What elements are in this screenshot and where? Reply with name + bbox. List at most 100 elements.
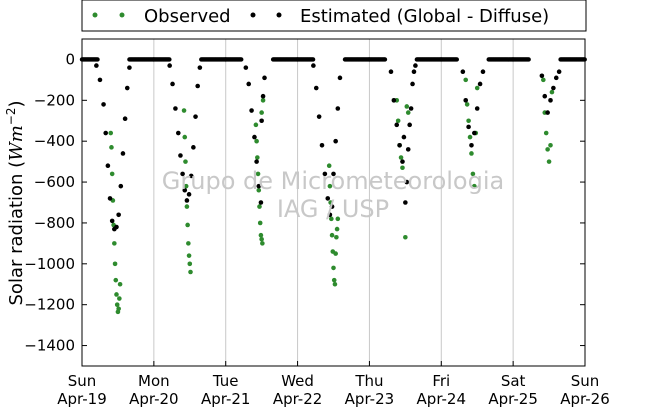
watermark: Grupo de Micrometeorologia IAG / USP [162, 167, 504, 223]
data-point-estimated [262, 75, 267, 81]
data-point-observed [395, 118, 401, 124]
data-point-observed [331, 265, 336, 271]
data-point-estimated [542, 93, 548, 99]
data-point-estimated [243, 65, 249, 70]
x-tick-label-day: Wed [281, 372, 314, 390]
data-point-estimated [252, 134, 257, 140]
data-point-estimated [391, 98, 397, 103]
data-point-estimated [405, 147, 411, 152]
data-point-observed [403, 234, 408, 240]
y-tick-label: −1000 [24, 255, 75, 273]
data-point-observed [549, 89, 555, 95]
legend: Observed Estimated (Global - Diffuse) [81, 0, 587, 32]
data-point-estimated [408, 106, 414, 111]
x-tick-label-day: Sun [68, 372, 97, 390]
data-point-estimated [167, 63, 172, 68]
data-point-estimated [400, 159, 405, 164]
data-point-observed [257, 220, 263, 226]
data-point-observed [114, 302, 120, 307]
data-point-estimated [337, 75, 343, 81]
data-point-estimated [404, 179, 410, 185]
data-point-observed [258, 232, 264, 238]
data-point-estimated [469, 142, 474, 148]
data-point-estimated [182, 187, 188, 193]
data-point-estimated [256, 183, 262, 189]
data-point-estimated [329, 204, 335, 209]
data-point-estimated [335, 106, 341, 111]
data-point-estimated [311, 63, 316, 68]
data-point-estimated [114, 224, 119, 230]
data-point-observed [255, 155, 260, 160]
y-tick-label: −400 [34, 132, 75, 150]
x-tick-label-date: Apr-20 [129, 390, 179, 408]
data-point-estimated [551, 85, 556, 91]
data-point-estimated [97, 77, 103, 83]
data-point-estimated [413, 63, 418, 68]
data-point-estimated [480, 69, 486, 74]
data-point-observed [329, 216, 334, 222]
data-point-estimated [180, 171, 185, 177]
data-point-observed [184, 204, 190, 209]
x-tick-label-date: Apr-24 [417, 390, 467, 408]
data-point-estimated [460, 69, 466, 74]
legend-observed-label: Observed [144, 6, 231, 27]
data-point-observed [260, 98, 266, 103]
data-point-observed [186, 241, 191, 246]
x-tick-label-date: Apr-26 [560, 390, 610, 408]
data-point-observed [181, 108, 187, 113]
y-tick-label: −200 [34, 91, 75, 109]
data-point-observed [332, 281, 338, 287]
data-point-estimated [109, 218, 115, 224]
data-point-estimated [388, 69, 394, 74]
data-point-estimated [170, 81, 175, 87]
y-tick-label: 0 [65, 50, 75, 68]
y-axis-label: Solar radiation (Wm−2) [4, 100, 27, 305]
data-points [79, 57, 587, 315]
x-tick-label-day: Sat [501, 372, 526, 390]
data-point-observed [186, 253, 192, 258]
data-point-estimated [116, 212, 121, 218]
data-point-estimated [472, 130, 477, 136]
legend-observed-marker [119, 12, 125, 18]
data-point-estimated [325, 196, 331, 201]
x-tick-label-date: Apr-25 [488, 390, 538, 408]
data-point-observed [334, 234, 339, 240]
plot-frame [81, 38, 586, 367]
data-point-estimated [178, 153, 183, 158]
data-point-estimated [322, 171, 328, 177]
legend-observed-marker [92, 12, 98, 18]
data-point-estimated [327, 212, 333, 218]
data-point-observed [464, 102, 470, 107]
data-point-observed [541, 77, 546, 83]
data-point-observed [404, 104, 410, 109]
legend-estimated-marker [250, 12, 256, 18]
y-tick-label: −600 [34, 173, 75, 191]
y-axis: 0 −200 −400 −600 −800 −1000 −1200 −1400 [24, 50, 585, 355]
data-point-observed [327, 183, 333, 189]
data-point-observed [329, 232, 335, 238]
data-point-estimated [466, 124, 471, 130]
y-tick-label: −1400 [24, 337, 75, 355]
data-point-observed [474, 85, 480, 91]
data-point-observed [335, 216, 341, 222]
data-point-observed [117, 281, 123, 287]
data-point-estimated [474, 106, 480, 111]
plot-area [82, 39, 585, 366]
watermark-line2: IAG / USP [277, 195, 389, 223]
data-point-observed [253, 122, 259, 128]
data-point-observed [187, 261, 193, 267]
data-point-estimated [254, 159, 259, 164]
data-point-observed [188, 269, 193, 275]
x-tick-label-date: Apr-23 [345, 390, 395, 408]
data-point-estimated [539, 73, 545, 79]
data-point-observed [548, 142, 553, 148]
data-point-observed [472, 183, 477, 189]
data-point-observed [109, 171, 115, 177]
data-point-estimated [197, 65, 203, 70]
data-point-observed [113, 277, 119, 283]
y-tick-label: −800 [34, 214, 75, 232]
data-point-observed [546, 159, 552, 164]
legend-estimated-label: Estimated (Global - Diffuse) [300, 6, 549, 27]
legend-estimated-marker [276, 12, 282, 18]
data-point-estimated [397, 142, 402, 148]
